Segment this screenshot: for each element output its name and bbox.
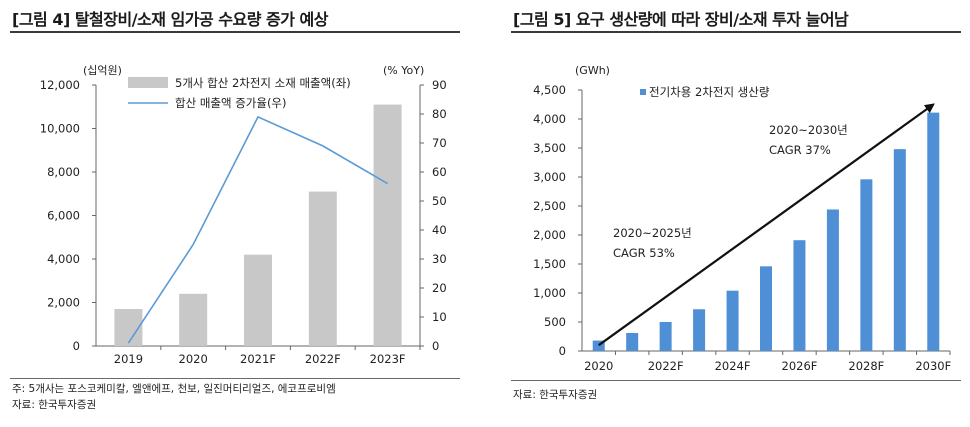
left-tick-label: 2,000	[47, 296, 80, 310]
bar	[760, 266, 772, 351]
growth-line	[127, 115, 389, 344]
right-tick-label: 90	[432, 78, 447, 92]
title-divider	[10, 31, 460, 33]
x-tick-label: 2020	[584, 359, 613, 373]
x-tick-label: 2024F	[715, 359, 751, 373]
source-note: 자료: 한국투자증권	[12, 399, 97, 411]
x-tick-label: 2026F	[782, 359, 818, 373]
y-tick-label: 1,000	[533, 286, 566, 300]
y-tick-label: 500	[544, 315, 566, 329]
legend-label-line: 합산 매출액 증가율(우)	[175, 96, 287, 110]
x-tick-label: 2023F	[370, 352, 406, 366]
y-tick-label: 2,500	[533, 199, 566, 213]
y-axis-unit: (GWh)	[575, 64, 610, 77]
left-tick-label: 6,000	[47, 209, 80, 223]
x-tick-label: 2030F	[915, 359, 951, 373]
x-tick-label: 2020	[179, 352, 208, 366]
x-tick-label: 2022F	[648, 359, 684, 373]
bar	[693, 309, 706, 351]
bottom-divider	[10, 378, 460, 379]
y-tick-label: 0	[559, 344, 566, 358]
annotation-line: 2020~2030년	[769, 123, 848, 137]
y-tick-label: 4,500	[533, 83, 566, 97]
bar	[659, 322, 672, 351]
y-tick-label: 4,000	[533, 112, 566, 126]
footnote: 주: 5개사는 포스코케미칼, 엘앤에프, 천보, 일진머티리얼즈, 에코프로비…	[12, 383, 336, 395]
bar	[308, 191, 337, 346]
right-tick-label: 10	[432, 310, 447, 324]
bar	[927, 112, 940, 352]
bar	[793, 240, 806, 351]
right-tick-label: 50	[432, 194, 447, 208]
bar	[726, 290, 739, 351]
y-tick-label: 2,000	[533, 228, 566, 242]
annotation-line: CAGR 53%	[613, 246, 675, 260]
source-note: 자료: 한국투자증권	[513, 389, 598, 401]
x-tick-label: 2019	[114, 352, 143, 366]
right-axis-unit: (% YoY)	[383, 64, 424, 77]
bar	[373, 104, 402, 346]
right-tick-label: 60	[432, 165, 447, 179]
left-axis-unit: (십억원)	[83, 64, 122, 77]
y-tick-label: 3,500	[533, 141, 566, 155]
chart-title: [그림 4] 탈철장비/소재 임가공 수요량 증가 예상	[12, 10, 328, 29]
left-tick-label: 4,000	[47, 252, 80, 266]
legend-swatch	[640, 89, 646, 95]
annotation-line: CAGR 37%	[769, 143, 831, 157]
bar	[893, 149, 906, 351]
right-tick-label: 0	[432, 339, 439, 353]
x-tick-label: 2021F	[240, 352, 276, 366]
left-tick-label: 12,000	[40, 78, 80, 92]
chart-title: [그림 5] 요구 생산량에 따라 장비/소재 투자 늘어남	[513, 10, 849, 29]
legend-swatch-bar	[128, 77, 168, 88]
left-tick-label: 0	[73, 339, 80, 353]
right-tick-label: 40	[432, 223, 447, 237]
left-tick-label: 8,000	[47, 165, 80, 179]
right-tick-label: 70	[432, 136, 447, 150]
right-tick-label: 30	[432, 252, 447, 266]
title-divider	[511, 31, 961, 33]
annotation-line: 2020~2025년	[613, 226, 692, 240]
bar	[826, 209, 839, 351]
bar	[860, 179, 873, 351]
y-tick-label: 3,000	[533, 170, 566, 184]
bar	[626, 333, 639, 351]
bar	[179, 293, 208, 346]
bar	[592, 340, 605, 351]
legend-label: 전기차용 2차전지 생산량	[649, 85, 770, 99]
trend-arrow	[598, 103, 935, 347]
bottom-divider	[511, 380, 961, 381]
right-tick-label: 80	[432, 107, 447, 121]
x-tick-label: 2022F	[305, 352, 341, 366]
sales-chart: 0 2,000 4,000 6,000 8,000 10,000 12,000 0 10 20 30…	[40, 64, 447, 366]
production-chart: 0 500 1,000 1,500 2,000 2,500 3,000 3,500 4,000 4…	[533, 64, 951, 373]
right-tick-label: 20	[432, 281, 447, 295]
left-tick-label: 10,000	[40, 122, 80, 136]
y-tick-label: 1,500	[533, 257, 566, 271]
bar	[244, 254, 272, 346]
legend-label-bar: 5개사 합산 2차전지 소재 매출액(좌)	[175, 76, 351, 90]
x-tick-label: 2028F	[848, 359, 884, 373]
